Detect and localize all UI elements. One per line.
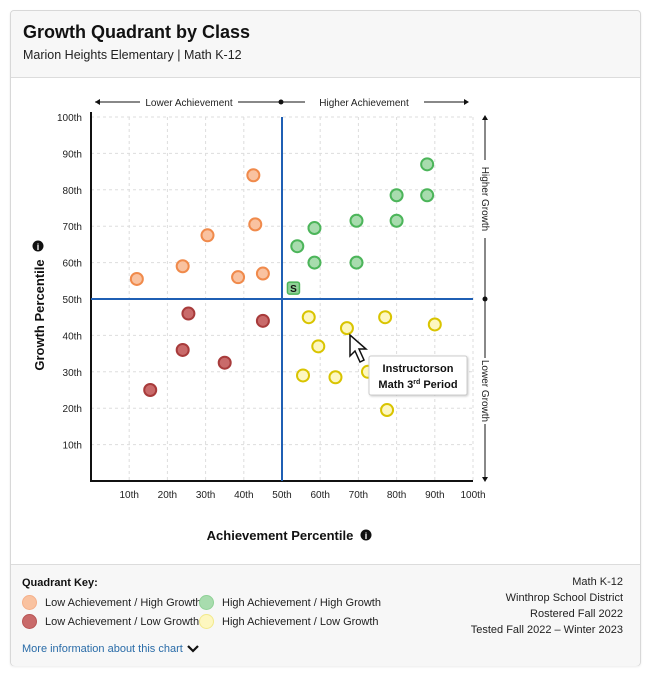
tooltip-class-name: Instructorson (383, 363, 454, 375)
class-point[interactable] (378, 310, 393, 325)
meta-tested: Tested Fall 2022 – Winter 2023 (470, 624, 623, 636)
x-tick-label: 60th (310, 490, 329, 501)
school-marker-box[interactable] (286, 281, 301, 295)
x-tick-label: 10th (119, 490, 138, 501)
info-icon[interactable]: i (360, 529, 372, 542)
x-tick-label: 80th (387, 490, 406, 501)
legend-label: High Achievement / Low Growth (222, 615, 379, 628)
y-tick-label: 10th (63, 441, 82, 452)
legend-label: High Achievement / High Growth (222, 596, 381, 609)
class-point[interactable] (389, 188, 404, 203)
lower-achievement-label: Lower Achievement (145, 98, 232, 109)
class-point[interactable] (143, 383, 158, 397)
class-point[interactable] (380, 403, 395, 418)
data-points (129, 157, 442, 418)
class-point[interactable] (231, 270, 246, 285)
legend-swatch-icon (22, 595, 37, 610)
class-point[interactable] (255, 313, 270, 328)
class-point[interactable] (246, 168, 261, 183)
y-tick-label: 80th (63, 186, 82, 197)
class-point[interactable] (349, 213, 364, 228)
more-info-text[interactable]: More information about this chart (22, 643, 183, 655)
y-tick-label: 100th (57, 113, 82, 124)
class-point[interactable] (427, 317, 442, 332)
page-title: Growth Quadrant by Class (23, 22, 251, 42)
class-point[interactable] (307, 221, 322, 236)
meta-rostered: Rostered Fall 2022 (530, 608, 623, 620)
x-tick-label: 90th (425, 490, 444, 501)
page-subtitle: Marion Heights Elementary | Math K-12 (23, 48, 242, 62)
higher-growth-label: Higher Growth (479, 167, 490, 231)
class-point[interactable] (175, 342, 190, 357)
card-header: Growth Quadrant by Class Marion Heights … (11, 11, 640, 78)
class-point[interactable] (200, 228, 215, 243)
tooltip: Instructorson Math 3rd Period (368, 355, 468, 396)
achievement-arrow: Lower Achievement Higher Achievement (95, 98, 469, 109)
y-tick-label: 50th (63, 295, 82, 306)
class-point[interactable] (311, 339, 326, 354)
legend-item: Low Achievement / Low Growth (22, 614, 199, 629)
class-point[interactable] (255, 266, 270, 281)
y-axis-title: Growth Percentile (32, 259, 47, 370)
class-point[interactable] (175, 259, 190, 274)
tooltip-period: Math 3rd Period (378, 379, 457, 391)
class-point[interactable] (349, 255, 364, 270)
x-tick-label: 20th (158, 490, 177, 501)
class-point[interactable] (296, 368, 311, 383)
card-footer: Quadrant Key: Low Achievement / High Gro… (11, 564, 640, 666)
class-point[interactable] (290, 239, 305, 254)
legend-item: Low Achievement / High Growth (22, 595, 202, 610)
class-point[interactable] (129, 271, 144, 286)
school-marker-label: S (290, 284, 297, 295)
higher-achievement-label: Higher Achievement (319, 98, 409, 109)
y-tick-label: 30th (63, 368, 82, 379)
legend-swatch-icon (199, 595, 214, 610)
y-tick-label: 70th (63, 222, 82, 233)
legend-label: Low Achievement / High Growth (45, 596, 202, 609)
y-tick-label: 90th (63, 149, 82, 160)
quadrant-key-title: Quadrant Key: (22, 577, 98, 589)
legend-swatch-icon (22, 614, 37, 629)
x-axis-title: Achievement Percentile (207, 528, 354, 543)
class-point[interactable] (389, 213, 404, 228)
y-tick-label: 40th (63, 331, 82, 342)
class-point[interactable] (420, 188, 435, 203)
legend-item: High Achievement / High Growth (199, 595, 381, 610)
x-tick-label: 50th (272, 490, 291, 501)
class-point[interactable] (181, 306, 196, 321)
chevron-down-icon[interactable] (187, 645, 199, 653)
x-tick-label: 40th (234, 490, 253, 501)
growth-quadrant-card: Growth Quadrant by Class Marion Heights … (10, 10, 641, 666)
y-tick-label: 60th (63, 259, 82, 270)
class-point[interactable] (301, 310, 316, 325)
cursor-icon (349, 333, 368, 364)
more-info-link[interactable]: More information about this chart (22, 643, 199, 655)
x-tick-label: 70th (349, 490, 368, 501)
legend-label: Low Achievement / Low Growth (45, 615, 200, 628)
x-tick-label: 100th (460, 490, 485, 501)
class-point[interactable] (420, 157, 435, 172)
growth-arrow: Higher Growth Lower Growth (479, 115, 490, 482)
tick-labels: 10th 20th 30th 40th 50th 60th 70th 80th 90th 100t… (57, 113, 486, 501)
legend-swatch-icon (199, 614, 214, 629)
legend-item: High Achievement / Low Growth (199, 614, 379, 629)
class-point[interactable] (217, 355, 232, 370)
meta-district: Winthrop School District (505, 592, 623, 604)
meta-subject: Math K-12 (572, 576, 623, 588)
class-point[interactable] (328, 370, 343, 385)
class-point[interactable] (339, 321, 354, 336)
y-tick-label: 20th (63, 404, 82, 415)
class-point[interactable] (307, 255, 322, 270)
school-marker[interactable]: S (286, 281, 301, 295)
svg-text:i: i (37, 242, 40, 252)
info-icon[interactable]: i (32, 240, 44, 253)
x-tick-label: 30th (196, 490, 215, 501)
lower-growth-label: Lower Growth (479, 360, 490, 422)
class-point[interactable] (248, 217, 263, 232)
svg-text:i: i (365, 531, 368, 541)
